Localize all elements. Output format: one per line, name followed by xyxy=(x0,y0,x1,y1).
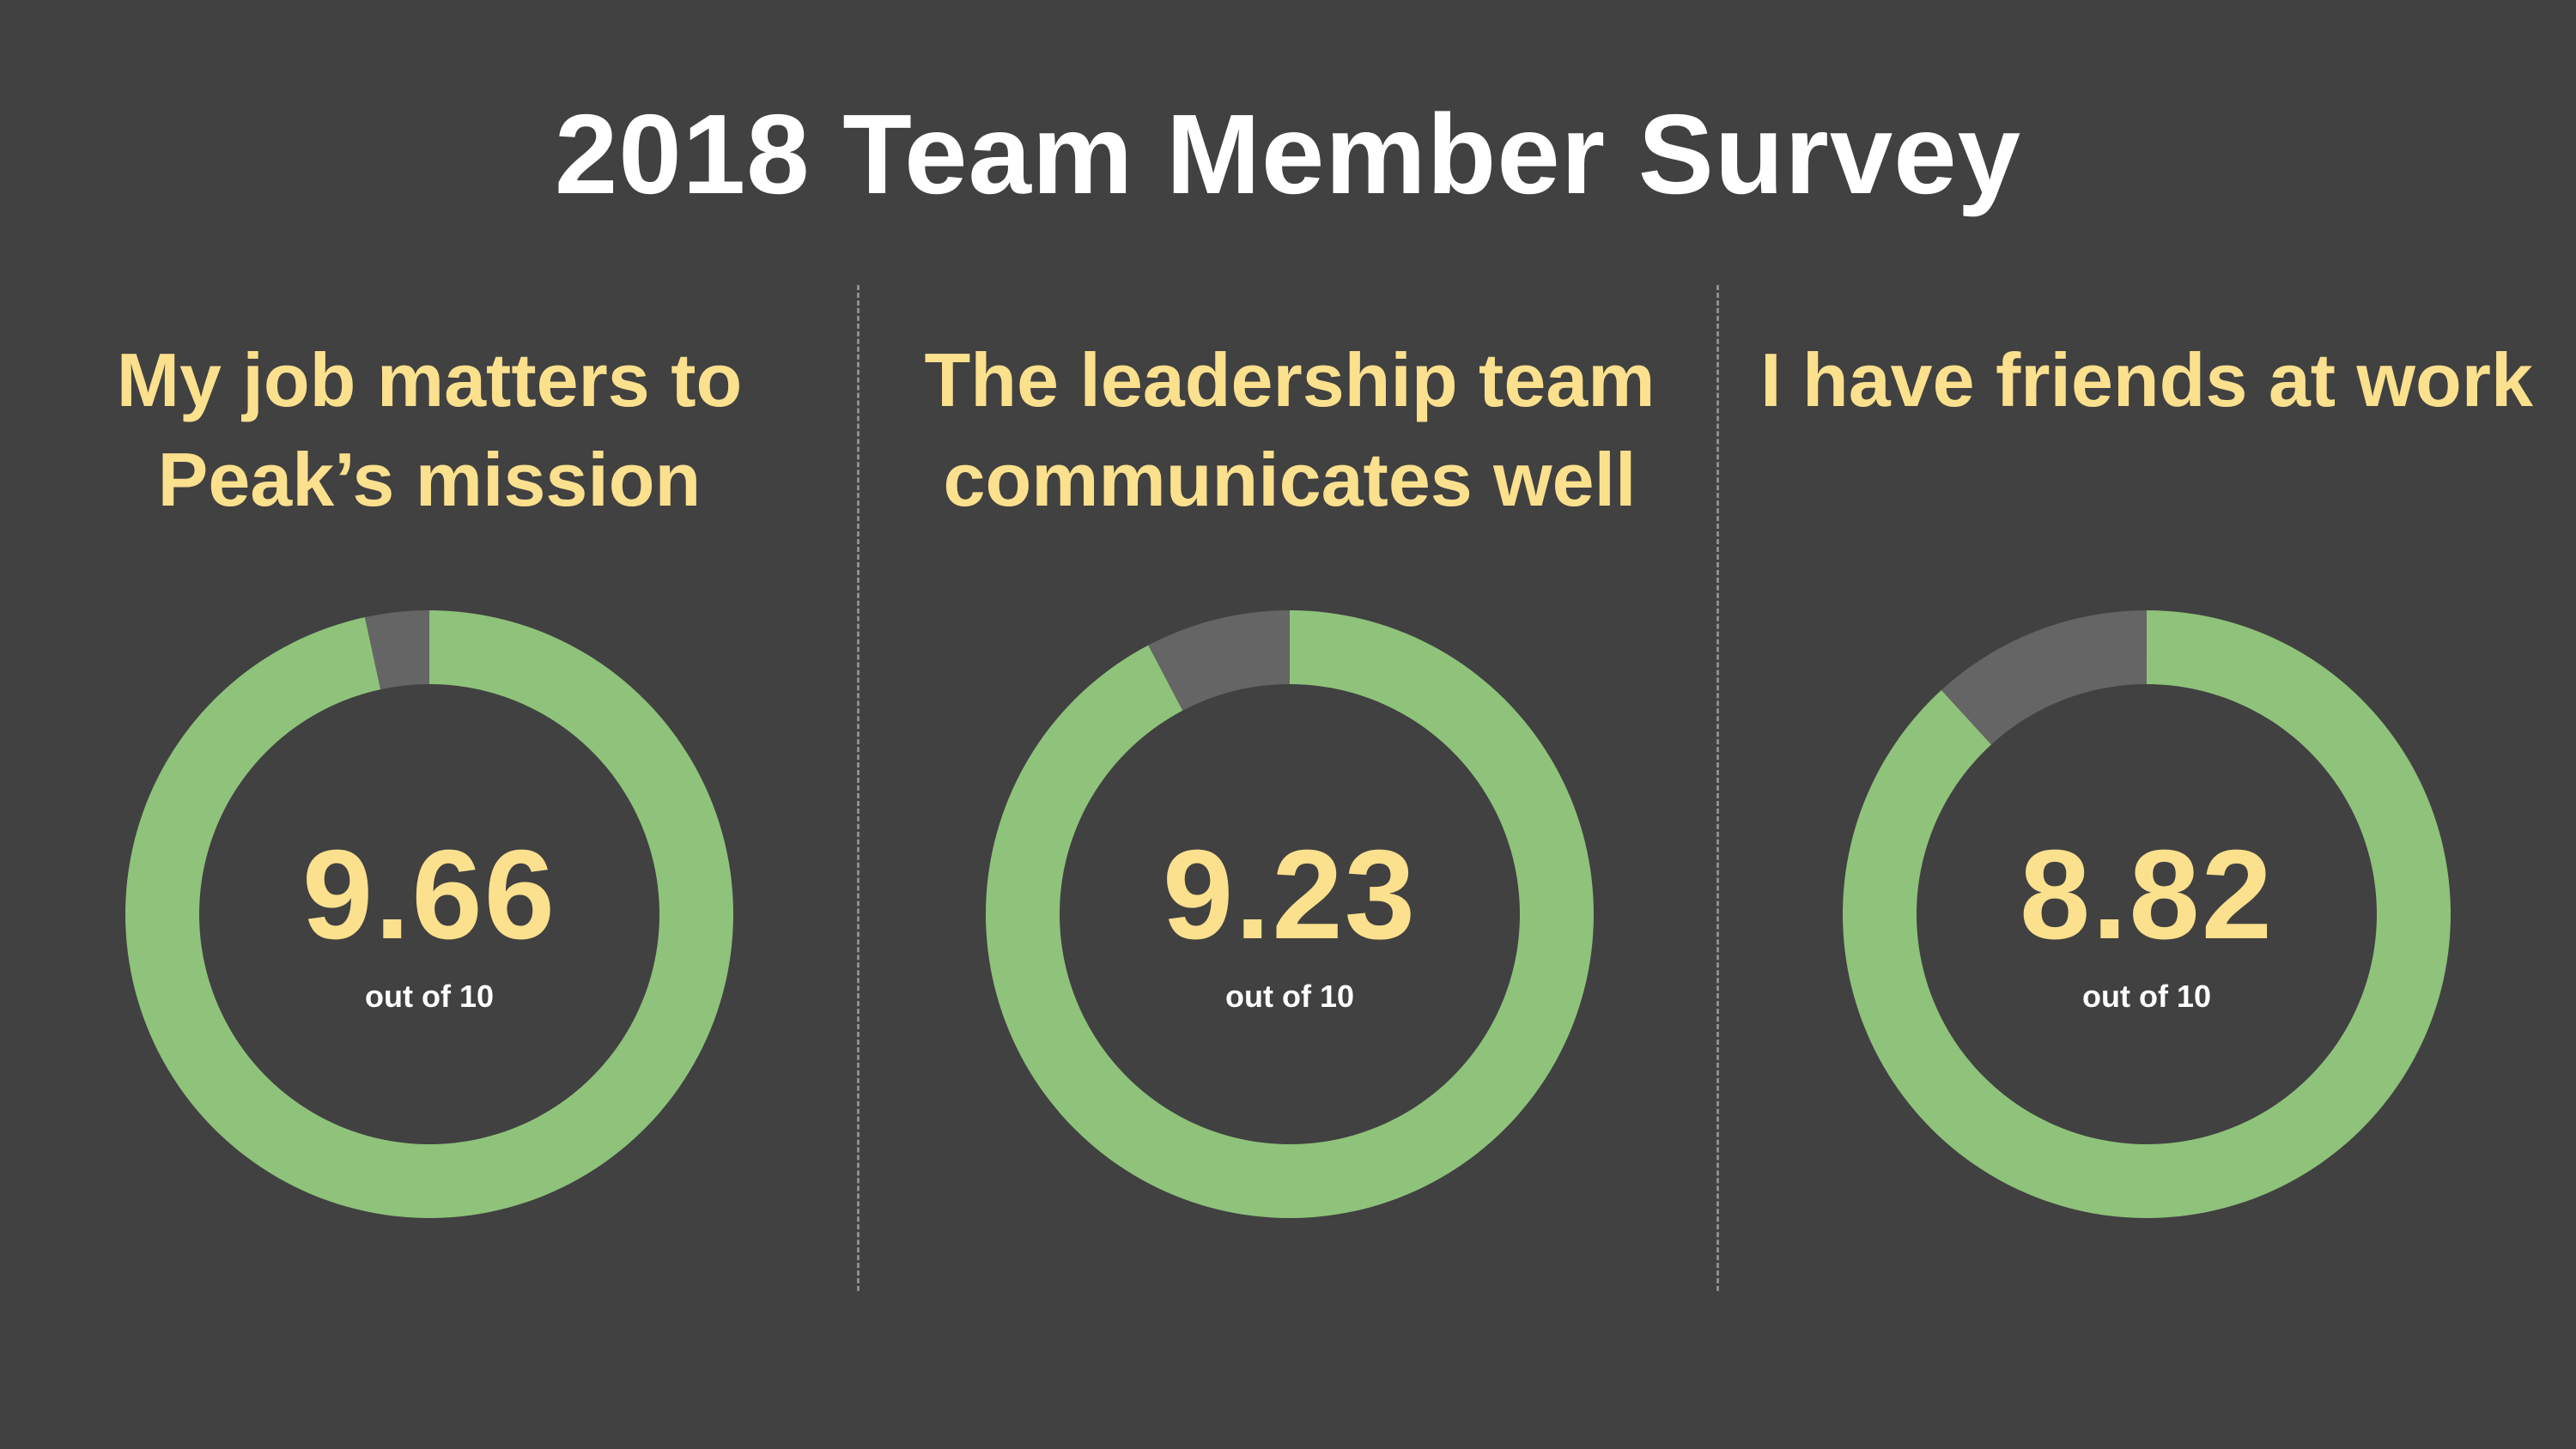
score-caption: out of 10 xyxy=(365,979,494,1014)
score-donut: 9.23 out of 10 xyxy=(986,610,1594,1218)
donut-svg xyxy=(986,610,1594,1218)
panel-heading: I have friends at work xyxy=(1760,337,2533,422)
survey-panel-friends: I have friends at work 8.82 out of 10 xyxy=(1717,330,2576,1292)
score-value: 9.66 xyxy=(301,824,557,966)
page-title: 2018 Team Member Survey xyxy=(554,91,2022,217)
donut-svg xyxy=(125,610,733,1218)
survey-panel-job-matters: My job matters to Peak’s mission 9.66 ou… xyxy=(0,330,859,1292)
panel-heading: My job matters to Peak’s mission xyxy=(116,337,743,522)
panel-heading: The leadership team communicates well xyxy=(924,337,1656,522)
score-donut: 8.82 out of 10 xyxy=(1843,610,2451,1218)
score-caption: out of 10 xyxy=(2082,979,2211,1014)
score-donut: 9.66 out of 10 xyxy=(125,610,733,1218)
donut-remainder-segment xyxy=(1941,610,2147,745)
survey-panel-leadership: The leadership team communicates well 9.… xyxy=(860,330,1719,1292)
score-value: 8.82 xyxy=(2019,824,2275,966)
score-caption: out of 10 xyxy=(1225,979,1354,1014)
score-value: 9.23 xyxy=(1162,824,1418,966)
donut-remainder-segment xyxy=(1148,610,1290,711)
column-divider-2 xyxy=(1716,285,1719,1291)
donut-svg xyxy=(1843,610,2451,1218)
donut-remainder-segment xyxy=(364,610,429,690)
column-divider-1 xyxy=(857,285,860,1291)
